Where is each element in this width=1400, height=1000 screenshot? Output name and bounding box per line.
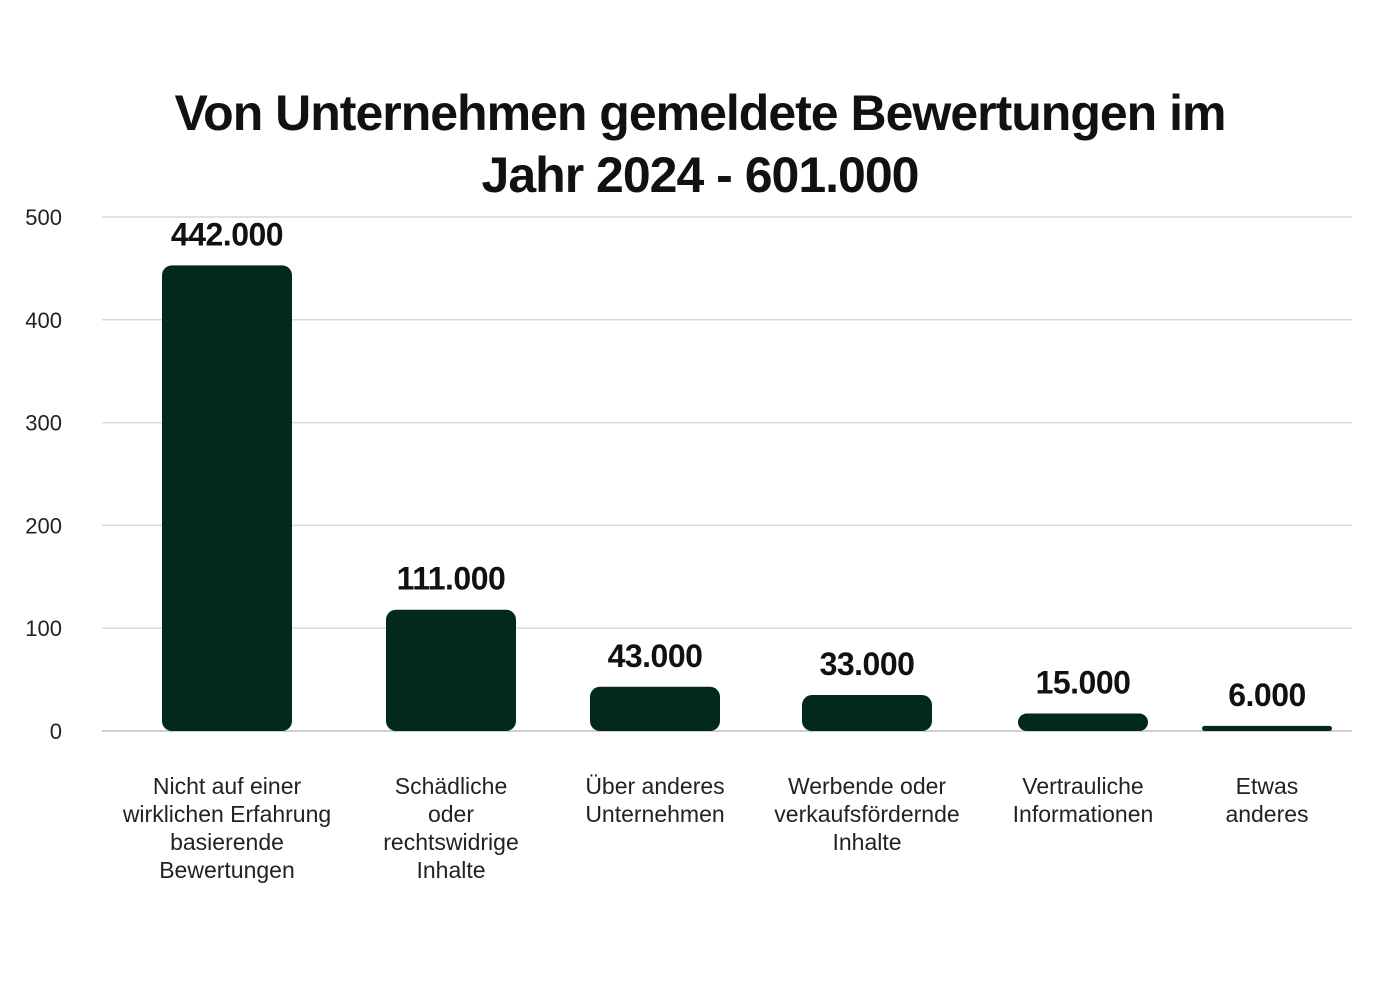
y-tick-label: 400 xyxy=(25,308,62,333)
category-label: verkaufsfördernde xyxy=(774,801,959,827)
data-label: 442.000 xyxy=(171,216,283,252)
category-label: Über anderes xyxy=(585,773,724,799)
data-labels: 442.000 111.000 43.000 33.000 15.000 6.000 xyxy=(171,216,1306,713)
data-label: 111.000 xyxy=(397,561,506,597)
category-label: oder xyxy=(428,801,474,827)
bar xyxy=(590,686,720,731)
bar xyxy=(802,695,932,731)
category-label: Informationen xyxy=(1013,801,1154,827)
category-label: basierende xyxy=(170,829,284,855)
y-axis-ticks: 0 100 200 300 400 500 xyxy=(25,205,62,744)
y-tick-label: 100 xyxy=(25,616,62,641)
category-label: Nicht auf einer xyxy=(153,773,302,799)
gridlines xyxy=(102,216,1352,732)
y-tick-label: 300 xyxy=(25,411,62,436)
category-label: Bewertungen xyxy=(159,857,295,883)
category-label: rechtswidrige xyxy=(383,829,519,855)
data-label: 15.000 xyxy=(1036,665,1131,701)
bars xyxy=(162,265,1332,731)
data-label: 33.000 xyxy=(820,646,915,682)
y-tick-label: 200 xyxy=(25,513,62,538)
bar xyxy=(1202,725,1332,731)
category-label: Inhalte xyxy=(416,857,485,883)
category-label: Vertrauliche xyxy=(1022,773,1143,799)
chart-title: Von Unternehmen gemeldete Bewertungen im… xyxy=(175,85,1227,203)
bar xyxy=(1018,713,1148,731)
chart-title-line: Jahr 2024 - 601.000 xyxy=(482,147,919,203)
category-label: Werbende oder xyxy=(788,773,946,799)
y-tick-label: 0 xyxy=(50,719,62,744)
category-label: Etwas xyxy=(1236,773,1299,799)
category-label: wirklichen Erfahrung xyxy=(122,801,331,827)
bar xyxy=(162,265,292,731)
bar xyxy=(386,609,516,731)
y-tick-label: 500 xyxy=(25,205,62,230)
category-label: anderes xyxy=(1225,801,1308,827)
category-label: Inhalte xyxy=(832,829,901,855)
data-label: 6.000 xyxy=(1228,677,1306,713)
data-label: 43.000 xyxy=(608,638,703,674)
category-label: Schädliche xyxy=(395,773,508,799)
category-label: Unternehmen xyxy=(585,801,724,827)
chart-title-line: Von Unternehmen gemeldete Bewertungen im xyxy=(175,85,1226,141)
